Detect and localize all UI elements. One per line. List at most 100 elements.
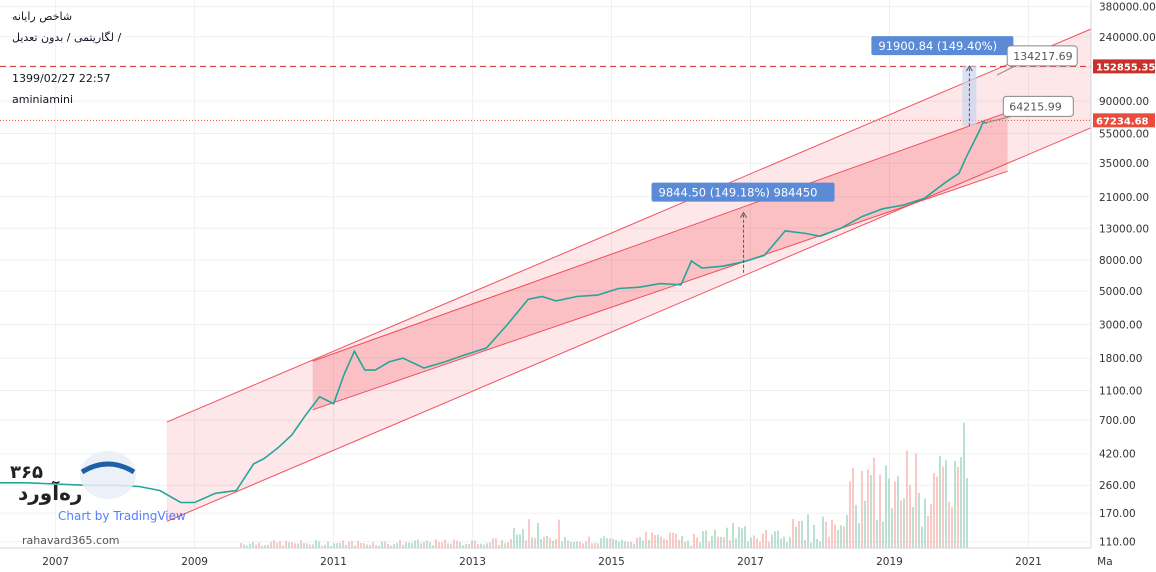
volume-bar [339,543,341,548]
volume-bar [888,478,890,548]
volume-bar [720,536,722,548]
symbol-name: شاخص رایانه [12,10,73,23]
volume-bar [483,544,485,548]
volume-bar [846,514,848,548]
volume-bar [663,538,665,548]
volume-bar [447,543,449,548]
volume-bar [627,542,629,548]
volume-bar [471,540,473,548]
callout-label: 64215.99 [1009,100,1062,113]
volume-bar [441,542,443,548]
volume-bar [633,543,635,548]
callout-box [1006,45,1078,67]
price-series [0,120,988,504]
volume-bar [408,542,410,548]
callouts[interactable]: 134217.69 64215.99 [983,45,1078,124]
volume-bar [594,542,596,548]
volume-bar [711,535,713,548]
volume-bar [390,545,392,548]
volume-bar [915,453,917,548]
volume-bar [900,500,902,548]
volume-bar [705,530,707,548]
channel-upper-line [166,28,1092,423]
volume-bar [453,539,455,548]
volume-bar [615,539,617,548]
volume-bar [729,540,731,548]
volume-bars [240,422,968,548]
measure-arrowhead [740,211,747,218]
volume-bar [870,475,872,548]
volume-bar [261,545,263,548]
volume-bar [267,544,269,548]
volume-bar [783,536,785,548]
channel-inner-upper-line [312,111,1008,362]
volume-bar [495,538,497,548]
y-tick-label: 380000.00 [1099,2,1156,14]
y-tick-label: 700.00 [1099,415,1136,427]
volume-bar [417,539,419,548]
volume-bar [651,532,653,548]
volume-bar [546,536,548,548]
volume-bar [489,542,491,548]
volume-bar [513,527,515,548]
volume-bar [771,534,773,548]
volume-bar [801,520,803,548]
volume-bar [255,544,257,548]
volume-bar [762,533,764,548]
volume-bar [504,543,506,548]
volume-bar [909,484,911,548]
volume-bar [522,529,524,548]
volume-bar [468,543,470,548]
x-tick-label: 2009 [181,556,208,568]
y-tick-label: 55000.00 [1099,129,1149,141]
volume-bar [312,544,314,548]
volume-bar [759,541,761,548]
volume-bar [681,535,683,548]
x-axis[interactable]: 2007 2009 2011 2013 2015 2017 2019 2021 Ma [0,547,1113,568]
volume-bar [315,540,317,548]
volume-bar [456,540,458,548]
volume-bar [792,518,794,548]
y-tick-label: 170.00 [1099,508,1136,520]
volume-bar [243,544,245,548]
y-tick-label: 1800.00 [1099,353,1142,365]
volume-bar [327,541,329,548]
volume-bar [558,519,560,548]
volume-bar [405,542,407,548]
callout-box [1002,95,1074,117]
volume-bar [891,508,893,548]
volume-bar [360,543,362,548]
regression-channel[interactable] [166,28,1092,522]
y-axis[interactable]: 380000.00240000.00150000.0090000.0055000… [1090,0,1156,572]
volume-bar [702,531,704,548]
volume-bar [288,542,290,548]
volume-bar [942,466,944,548]
volume-bar [939,455,941,548]
volume-bar [588,536,590,548]
volume-bar [825,521,827,548]
x-tick-label: 2019 [876,556,903,568]
volume-bar [432,545,434,548]
y-tick-label: 420.00 [1099,449,1136,461]
price-tag-label: 152855.35 [1096,62,1156,73]
volume-bar [642,540,644,548]
volume-bar [747,541,749,548]
volume-bar [576,541,578,548]
volume-bar [780,538,782,548]
y-tick-label: 35000.00 [1099,158,1149,170]
volume-bar [450,543,452,548]
volume-bar [690,545,692,548]
volume-bar [282,545,284,548]
volume-bar [525,540,527,548]
measure-tools[interactable]: 9844.50 (149.18%) 984450 91900.84 (149.40… [651,36,1014,273]
measure-arrowhead [965,65,973,72]
x-tick-label: 2007 [42,556,69,568]
volume-bar [666,540,668,548]
volume-bar [429,542,431,548]
volume-bar [708,541,710,548]
volume-bar [822,516,824,548]
volume-bar [423,542,425,548]
volume-bar [537,522,539,548]
